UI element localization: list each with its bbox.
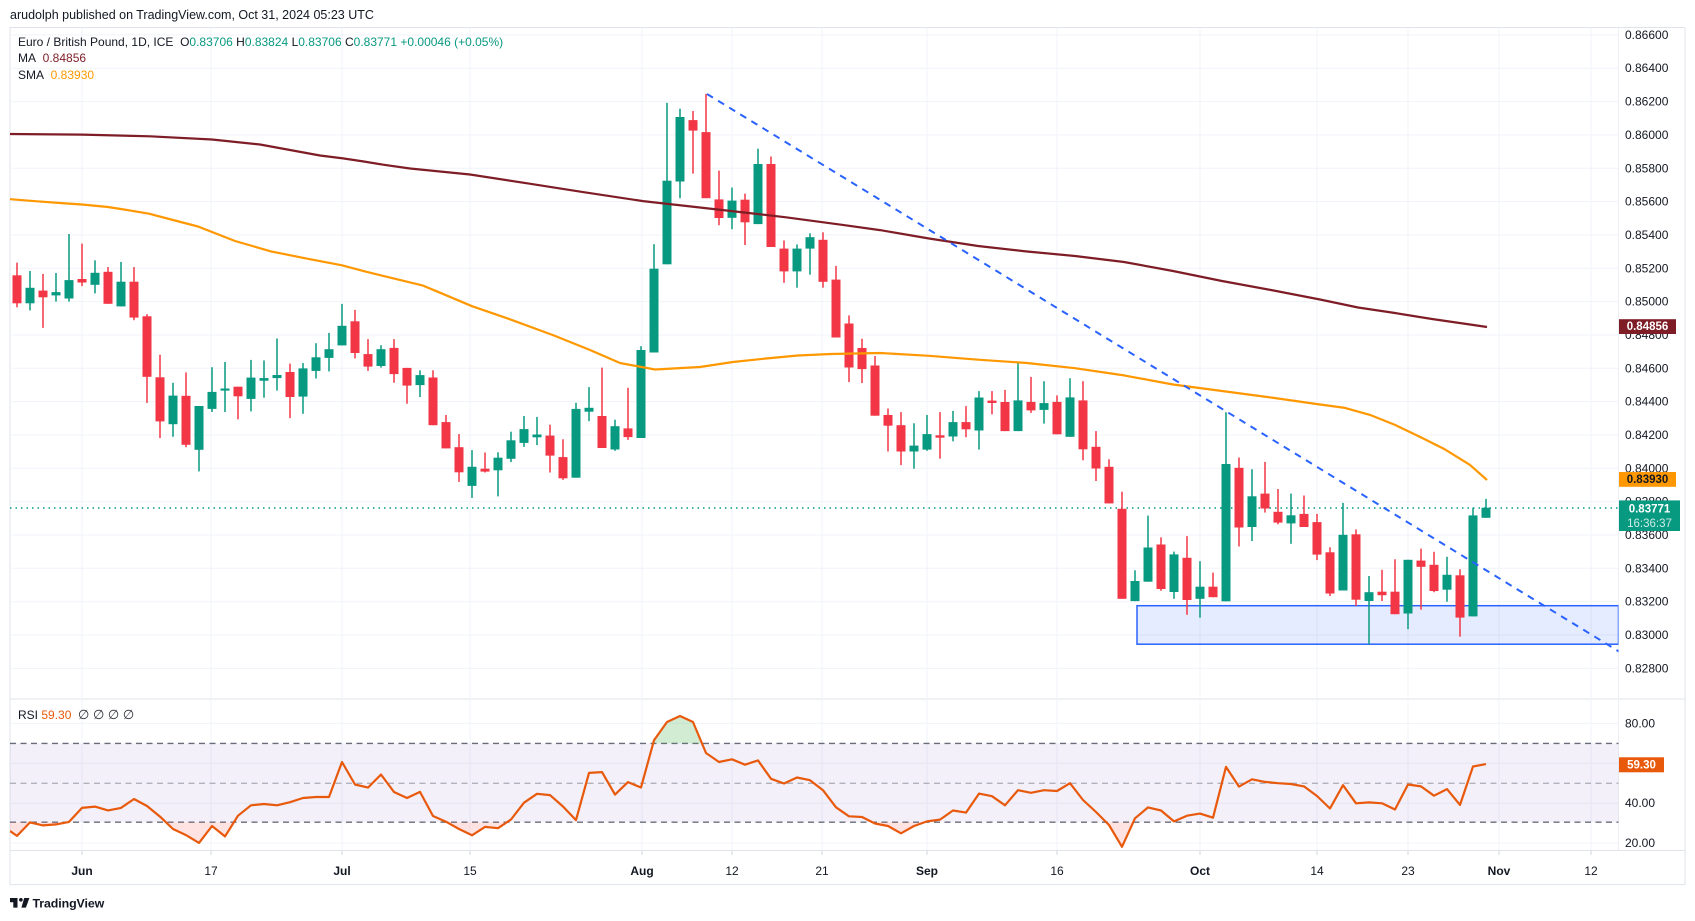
svg-text:Jul: Jul <box>333 864 350 878</box>
svg-text:Nov: Nov <box>1488 864 1511 878</box>
svg-text:16:36:37: 16:36:37 <box>1627 518 1672 530</box>
svg-text:0.84856: 0.84856 <box>1627 321 1669 333</box>
svg-text:Aug: Aug <box>630 864 653 878</box>
svg-text:0.85800: 0.85800 <box>1625 161 1669 175</box>
svg-text:Sep: Sep <box>916 864 938 878</box>
svg-text:12: 12 <box>1584 864 1598 878</box>
svg-text:Euro / British Pound, 1D, ICE: Euro / British Pound, 1D, ICE O0.83706 H… <box>18 35 503 49</box>
svg-text:0.85600: 0.85600 <box>1625 195 1669 209</box>
svg-text:0.83930: 0.83930 <box>1627 474 1669 486</box>
svg-text:0.83771: 0.83771 <box>1629 503 1671 515</box>
svg-text:0.83200: 0.83200 <box>1625 595 1669 609</box>
svg-text:0.85000: 0.85000 <box>1625 295 1669 309</box>
svg-text:59.30: 59.30 <box>1627 760 1656 772</box>
svg-text:0.84200: 0.84200 <box>1625 428 1669 442</box>
svg-text:0.86600: 0.86600 <box>1625 28 1669 42</box>
svg-text:17: 17 <box>204 864 218 878</box>
svg-text:0.82800: 0.82800 <box>1625 661 1669 675</box>
svg-text:0.84000: 0.84000 <box>1625 461 1669 475</box>
svg-text:0.83400: 0.83400 <box>1625 561 1669 575</box>
svg-text:20.00: 20.00 <box>1625 836 1655 850</box>
svg-text:0.86000: 0.86000 <box>1625 128 1669 142</box>
svg-text:15: 15 <box>463 864 477 878</box>
svg-text:Jun: Jun <box>71 864 92 878</box>
svg-text:TradingView: TradingView <box>33 897 105 911</box>
svg-text:SMA 0.83930: SMA 0.83930 <box>18 68 94 82</box>
svg-text:RSI 59.30 ∅ ∅ ∅ ∅: RSI 59.30 ∅ ∅ ∅ ∅ <box>18 707 134 722</box>
svg-text:0.83000: 0.83000 <box>1625 628 1669 642</box>
svg-text:0.84400: 0.84400 <box>1625 395 1669 409</box>
svg-text:12: 12 <box>725 864 739 878</box>
svg-text:0.84600: 0.84600 <box>1625 361 1669 375</box>
svg-text:21: 21 <box>815 864 829 878</box>
svg-text:0.83600: 0.83600 <box>1625 528 1669 542</box>
svg-text:16: 16 <box>1050 864 1064 878</box>
svg-text:23: 23 <box>1401 864 1415 878</box>
svg-text:0.86200: 0.86200 <box>1625 95 1669 109</box>
svg-text:0.85400: 0.85400 <box>1625 228 1669 242</box>
svg-text:MA 0.84856: MA 0.84856 <box>18 51 86 65</box>
svg-text:14: 14 <box>1310 864 1324 878</box>
svg-text:arudolph published on TradingV: arudolph published on TradingView.com, O… <box>10 8 374 22</box>
svg-text:0.85200: 0.85200 <box>1625 261 1669 275</box>
svg-text:Oct: Oct <box>1190 864 1210 878</box>
svg-text:40.00: 40.00 <box>1625 796 1655 810</box>
svg-text:80.00: 80.00 <box>1625 716 1655 730</box>
svg-text:0.86400: 0.86400 <box>1625 61 1669 75</box>
